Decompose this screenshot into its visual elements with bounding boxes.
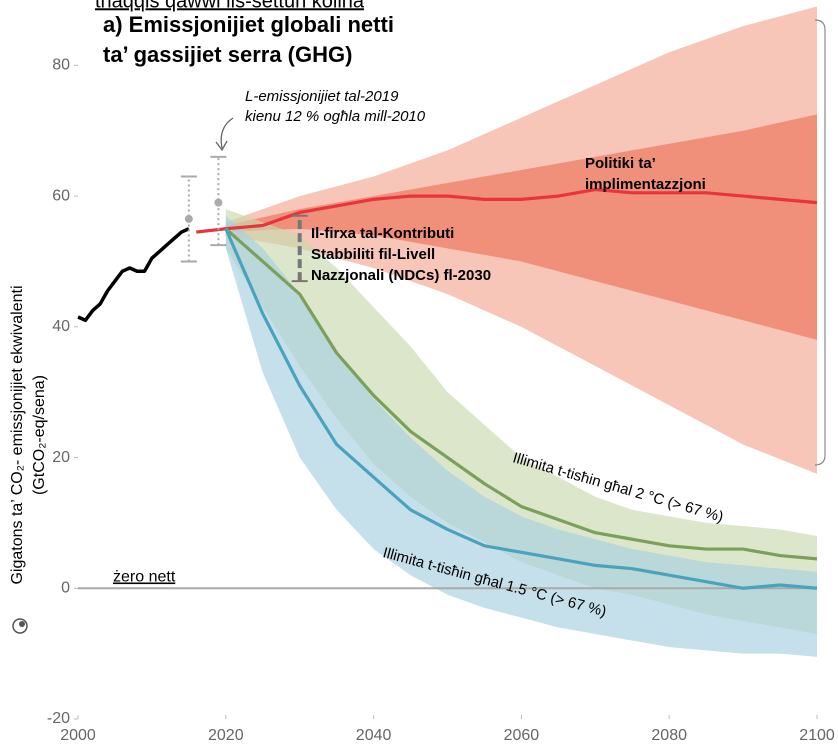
line (224, 228, 818, 590)
y-tick-label: 0 (61, 579, 70, 596)
y-tick-label: 80 (52, 57, 70, 74)
y-tick-label: 20 (52, 449, 70, 466)
icon (12, 618, 28, 634)
band (225, 114, 818, 340)
x-tick-label: 2060 (504, 727, 540, 744)
arrow (220, 117, 234, 149)
x-tick-label: 2000 (60, 727, 96, 744)
annotation: Nazzjonali (NDCs) fl-2030 (311, 267, 491, 284)
annotation: implimentazzjoni (585, 176, 706, 193)
chart-title: a) Emissjonijiet globali netti (103, 12, 394, 37)
band (225, 215, 818, 657)
y-axis-label: Gigatons ta’ CO₂- emissjonijiet ekwivale… (9, 285, 26, 584)
annotation: L-emissjonijiet tal-2019 (245, 88, 399, 105)
line (77, 227, 190, 323)
y-tick-label: 40 (52, 318, 70, 335)
y-axis-label: (GtCO₂-eq/sena) (31, 375, 48, 495)
point (214, 198, 223, 207)
annotation: Politiki ta’ (585, 155, 656, 172)
annotation: Stabbiliti fil-Livell (311, 246, 435, 263)
line (196, 187, 818, 234)
annotation: kienu 12 % ogħla mill-2010 (245, 108, 426, 125)
zero-label: żero nett (113, 568, 176, 585)
x-tick-label: 2040 (356, 727, 392, 744)
band (225, 209, 818, 635)
y-tick-label: -20 (47, 710, 70, 727)
chart-title: ta’ gassijiet serra (GHG) (103, 42, 352, 67)
point (184, 214, 193, 223)
annotation: Il-firxa tal-Kontributi (311, 225, 454, 242)
y-tick-label: 60 (52, 187, 70, 204)
arrow-head (215, 140, 228, 152)
x-tick-label: 2100 (799, 727, 835, 744)
x-tick-label: 2020 (208, 727, 244, 744)
line (224, 227, 818, 561)
supertitle: thaqqis qawwi lis-settun kollha (95, 0, 365, 12)
bracket (814, 19, 826, 466)
x-tick-label: 2080 (651, 727, 687, 744)
